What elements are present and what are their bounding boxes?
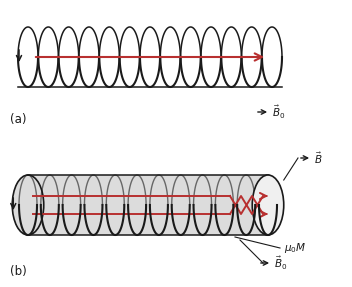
Ellipse shape [12, 175, 44, 235]
Text: $\vec{B}_0$: $\vec{B}_0$ [272, 103, 285, 121]
Polygon shape [28, 175, 268, 235]
Text: $\mu_0M$: $\mu_0M$ [284, 241, 306, 255]
Ellipse shape [252, 175, 284, 235]
Text: $\vec{B}_0$: $\vec{B}_0$ [274, 254, 287, 272]
Text: $\vec{B}$: $\vec{B}$ [314, 150, 322, 166]
Text: (a): (a) [10, 113, 26, 127]
Text: (b): (b) [10, 265, 27, 278]
